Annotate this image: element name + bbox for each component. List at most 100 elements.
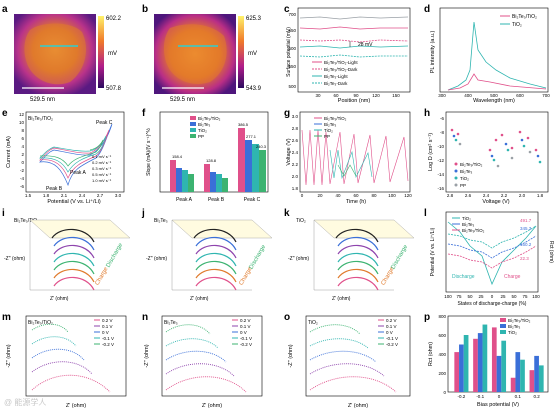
- panel-k: k TiO₂ Charge Discharge Z' (ohm) -Z'' (o…: [284, 208, 415, 302]
- svg-text:600: 600: [438, 333, 446, 338]
- svg-text:Wavelength (nm): Wavelength (nm): [473, 98, 515, 104]
- svg-text:g: g: [284, 108, 290, 119]
- svg-text:600: 600: [288, 46, 296, 51]
- svg-text:6: 6: [21, 136, 24, 141]
- svg-text:60: 60: [353, 193, 359, 198]
- svg-text:-6: -6: [20, 184, 24, 189]
- svg-text:2.0: 2.0: [519, 193, 526, 198]
- svg-text:States of discharge-charge (%): States of discharge-charge (%): [458, 301, 527, 307]
- svg-text:Bi₂Te₃/TiO₂: Bi₂Te₃/TiO₂: [460, 162, 483, 167]
- svg-text:0: 0: [21, 160, 24, 165]
- svg-text:40: 40: [335, 193, 341, 198]
- svg-text:i: i: [2, 208, 5, 219]
- svg-text:Bi₂Te₃: Bi₂Te₃: [508, 324, 521, 329]
- svg-text:0.2 V: 0.2 V: [240, 318, 251, 323]
- svg-text:277.1: 277.1: [246, 134, 257, 139]
- svg-text:386.5: 386.5: [238, 122, 249, 127]
- svg-text:h: h: [424, 108, 430, 119]
- svg-text:600: 600: [516, 93, 524, 98]
- svg-text:625.3: 625.3: [246, 16, 262, 22]
- svg-text:500: 500: [490, 93, 498, 98]
- svg-text:Bias potential (V): Bias potential (V): [477, 402, 519, 408]
- svg-text:Z' (ohm): Z' (ohm): [190, 296, 209, 302]
- svg-text:529.5 nm: 529.5 nm: [170, 97, 195, 103]
- svg-text:-6: -6: [440, 116, 444, 121]
- x-tick-label: 0.1: [515, 394, 522, 399]
- svg-text:-4: -4: [20, 176, 24, 181]
- bar: [515, 352, 521, 392]
- svg-text:Charge: Charge: [95, 266, 110, 287]
- bar: [482, 324, 488, 392]
- svg-text:0.1 V: 0.1 V: [240, 324, 251, 329]
- svg-text:o: o: [284, 312, 290, 323]
- svg-text:602.2: 602.2: [106, 16, 122, 22]
- svg-text:Peak C: Peak C: [96, 120, 113, 126]
- svg-text:Bi₂Te₃: Bi₂Te₃: [154, 218, 168, 224]
- svg-text:Voltage (V): Voltage (V): [482, 199, 509, 205]
- svg-text:Charge: Charge: [504, 274, 521, 280]
- x-tick-label: -0.2: [458, 394, 466, 399]
- svg-text:Bi₂Te₃/TiO₂: Bi₂Te₃/TiO₂: [508, 318, 531, 323]
- bar: [473, 338, 478, 392]
- svg-text:Z' (ohm): Z' (ohm): [202, 403, 222, 409]
- svg-text:Position (nm): Position (nm): [338, 98, 371, 104]
- x-tick-label: -0.1: [476, 394, 484, 399]
- svg-text:TiO₂: TiO₂: [324, 128, 333, 133]
- svg-text:1.0 mV s⁻¹: 1.0 mV s⁻¹: [92, 178, 112, 183]
- svg-text:2.2: 2.2: [292, 162, 299, 167]
- svg-text:2: 2: [21, 152, 24, 157]
- svg-text:-12: -12: [437, 158, 444, 163]
- svg-text:-10: -10: [437, 144, 444, 149]
- svg-text:0.2 V: 0.2 V: [102, 318, 113, 323]
- svg-text:Bi₂Te₃: Bi₂Te₃: [324, 122, 337, 127]
- svg-text:Voltage (V): Voltage (V): [286, 138, 292, 165]
- panel-b: b 529.5 nm 625.3 mV 543.9: [142, 4, 262, 103]
- svg-text:4: 4: [21, 144, 24, 149]
- svg-text:PP: PP: [324, 134, 330, 139]
- svg-text:p: p: [424, 312, 430, 323]
- panel-f: f Slope (mA)/(V s⁻¹)^½ Peak A Peak B Pea…: [142, 108, 269, 203]
- svg-text:-Z'' (ohm): -Z'' (ohm): [144, 344, 150, 367]
- svg-text:100: 100: [444, 294, 452, 299]
- svg-text:0.1 mV s⁻¹: 0.1 mV s⁻¹: [92, 154, 112, 159]
- svg-text:Discharge: Discharge: [452, 274, 475, 280]
- svg-text:2.8: 2.8: [447, 193, 454, 198]
- svg-text:2.2: 2.2: [501, 193, 508, 198]
- svg-text:Z' (ohm): Z' (ohm): [66, 403, 86, 409]
- svg-text:0.2 mV s⁻¹: 0.2 mV s⁻¹: [92, 160, 112, 165]
- svg-text:Z' (ohm): Z' (ohm): [348, 403, 368, 409]
- svg-text:d: d: [424, 4, 430, 15]
- svg-text:Potential (V vs. Li⁺/Li): Potential (V vs. Li⁺/Li): [47, 198, 101, 205]
- bar: [501, 340, 507, 392]
- svg-text:Peak A: Peak A: [176, 197, 193, 203]
- svg-text:100: 100: [388, 193, 396, 198]
- svg-text:400: 400: [438, 352, 446, 357]
- svg-text:b: b: [142, 4, 148, 15]
- svg-text:Bi₂Te₃/TiO₂: Bi₂Te₃/TiO₂: [28, 320, 53, 326]
- svg-text:-Z'' (ohm): -Z'' (ohm): [6, 344, 12, 367]
- svg-text:400: 400: [464, 93, 472, 98]
- svg-text:75: 75: [456, 294, 462, 299]
- svg-text:500: 500: [288, 84, 296, 89]
- svg-text:-Z'' (ohm): -Z'' (ohm): [4, 256, 25, 262]
- svg-text:3.0: 3.0: [115, 193, 122, 198]
- svg-text:Discharge: Discharge: [106, 242, 125, 269]
- svg-text:TiO₂: TiO₂: [460, 176, 469, 181]
- svg-text:2.0: 2.0: [292, 174, 299, 179]
- svg-text:700: 700: [542, 93, 550, 98]
- svg-text:0: 0: [491, 294, 494, 299]
- svg-text:28 mV: 28 mV: [358, 42, 373, 48]
- svg-text:0 V: 0 V: [386, 330, 393, 335]
- svg-text:100: 100: [532, 294, 540, 299]
- svg-text:-14: -14: [437, 172, 444, 177]
- svg-text:Rct (ohm): Rct (ohm): [548, 241, 554, 263]
- svg-text:Peak A: Peak A: [70, 170, 87, 176]
- panel-o: o TiO₂ -Z'' (ohm) Z' (ohm) 0.2 V 0.1 V 0…: [284, 312, 411, 409]
- svg-text:TiO₂: TiO₂: [512, 22, 522, 28]
- svg-text:f: f: [142, 108, 146, 119]
- panel-h: h Log D (cm² s⁻¹) Voltage (V) -6 -8 -10 …: [424, 108, 549, 205]
- svg-text:Discharge: Discharge: [391, 243, 410, 270]
- svg-text:Bi₂Te₃: Bi₂Te₃: [198, 122, 211, 127]
- bar: [491, 327, 497, 392]
